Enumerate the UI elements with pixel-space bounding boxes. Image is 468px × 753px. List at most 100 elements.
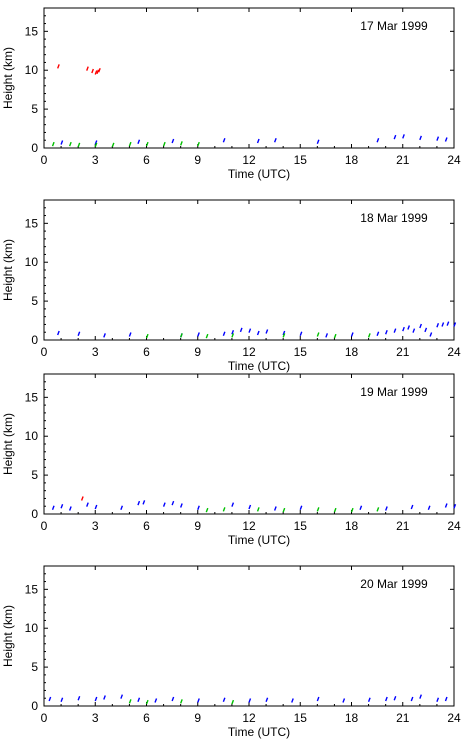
data-point [333, 507, 337, 513]
data-point [111, 142, 115, 148]
data-point [436, 136, 440, 141]
data-point [316, 139, 320, 145]
data-point [222, 507, 226, 512]
data-point [256, 138, 260, 144]
data-point [77, 331, 81, 337]
x-tick-label: 21 [396, 711, 410, 725]
x-tick-label: 24 [447, 153, 461, 167]
x-tick-label: 6 [143, 711, 150, 725]
data-point [299, 331, 303, 337]
data-point [402, 134, 405, 139]
x-tick-label: 9 [194, 519, 201, 533]
data-point [453, 322, 457, 327]
x-tick-label: 18 [345, 519, 359, 533]
panel-date-title: 19 Mar 1999 [360, 385, 428, 399]
series-3 [80, 496, 84, 501]
data-point [436, 322, 440, 328]
data-point [94, 140, 98, 145]
data-point [180, 333, 183, 338]
y-tick-label: 10 [25, 429, 39, 443]
x-tick-label: 18 [345, 711, 359, 725]
y-tick-label: 0 [31, 507, 38, 521]
panel-date-title: 20 Mar 1999 [360, 577, 428, 591]
data-point [145, 333, 149, 339]
series-1 [51, 500, 457, 511]
x-axis-label: Time (UTC) [228, 533, 290, 547]
data-point [120, 505, 124, 511]
data-point [385, 329, 388, 335]
x-tick-label: 12 [242, 519, 256, 533]
data-point [96, 69, 100, 75]
data-point [367, 697, 371, 703]
data-point [419, 135, 422, 141]
x-tick-label: 3 [92, 519, 99, 533]
x-tick-label: 9 [194, 153, 201, 167]
data-point [248, 504, 252, 510]
data-point [282, 333, 286, 338]
panel-date-title: 18 Mar 1999 [360, 211, 428, 225]
data-point [436, 697, 440, 703]
x-tick-label: 9 [194, 345, 201, 359]
data-point [60, 503, 64, 509]
panel-2: 0 3 6 9 12 15 18 21 24 0 5 10 15 Time (UTC) Height (km… [1, 199, 461, 373]
data-point [86, 66, 89, 71]
data-point [282, 507, 286, 513]
panel-1: 0 3 6 9 12 15 18 21 24 0 5 10 15 Time (UTC) Height (km… [1, 7, 461, 181]
data-point [48, 696, 52, 702]
data-point [162, 502, 166, 507]
data-point [98, 67, 101, 73]
data-point [137, 500, 141, 506]
data-point [350, 507, 354, 513]
x-tick-label: 0 [41, 345, 48, 359]
data-point [68, 141, 72, 147]
data-point [429, 332, 433, 337]
data-point [316, 507, 320, 512]
data-point [205, 507, 209, 513]
data-point [103, 333, 106, 338]
series-1 [60, 134, 448, 145]
y-tick-label: 15 [25, 582, 39, 596]
x-axis-label: Time (UTC) [228, 725, 290, 739]
data-point [453, 503, 457, 509]
x-tick-label: 15 [294, 519, 308, 533]
data-point [128, 332, 132, 337]
data-point [393, 695, 397, 701]
data-point [145, 699, 149, 705]
data-point [128, 699, 132, 704]
x-tick-label: 3 [92, 153, 99, 167]
data-point [256, 330, 260, 336]
data-point [256, 507, 260, 512]
y-tick-label: 0 [31, 333, 38, 347]
data-point [128, 141, 132, 147]
y-tick-label: 15 [25, 390, 39, 404]
data-point [171, 500, 175, 506]
x-tick-label: 0 [41, 519, 48, 533]
data-point [94, 70, 98, 75]
x-tick-label: 6 [143, 345, 150, 359]
data-point [51, 505, 55, 511]
data-point [94, 696, 98, 702]
series-1 [48, 694, 448, 703]
x-tick-label: 21 [396, 519, 410, 533]
data-point [376, 137, 380, 143]
x-tick-label: 3 [92, 345, 99, 359]
data-point [51, 141, 55, 147]
x-tick-label: 18 [345, 345, 359, 359]
x-tick-label: 0 [41, 711, 48, 725]
panel-date-title: 17 Mar 1999 [360, 19, 428, 33]
data-point [291, 698, 294, 703]
x-tick-label: 12 [242, 345, 256, 359]
data-point [91, 68, 94, 74]
y-tick-label: 15 [25, 216, 39, 230]
data-point [120, 694, 124, 699]
data-point [419, 694, 422, 699]
series-2 [51, 141, 200, 148]
data-point [407, 325, 411, 330]
data-point [142, 500, 146, 505]
x-axis-label: Time (UTC) [228, 167, 290, 181]
data-point [273, 506, 277, 511]
x-tick-label: 24 [447, 345, 461, 359]
x-tick-label: 0 [41, 153, 48, 167]
x-axis-label: Time (UTC) [228, 359, 290, 373]
